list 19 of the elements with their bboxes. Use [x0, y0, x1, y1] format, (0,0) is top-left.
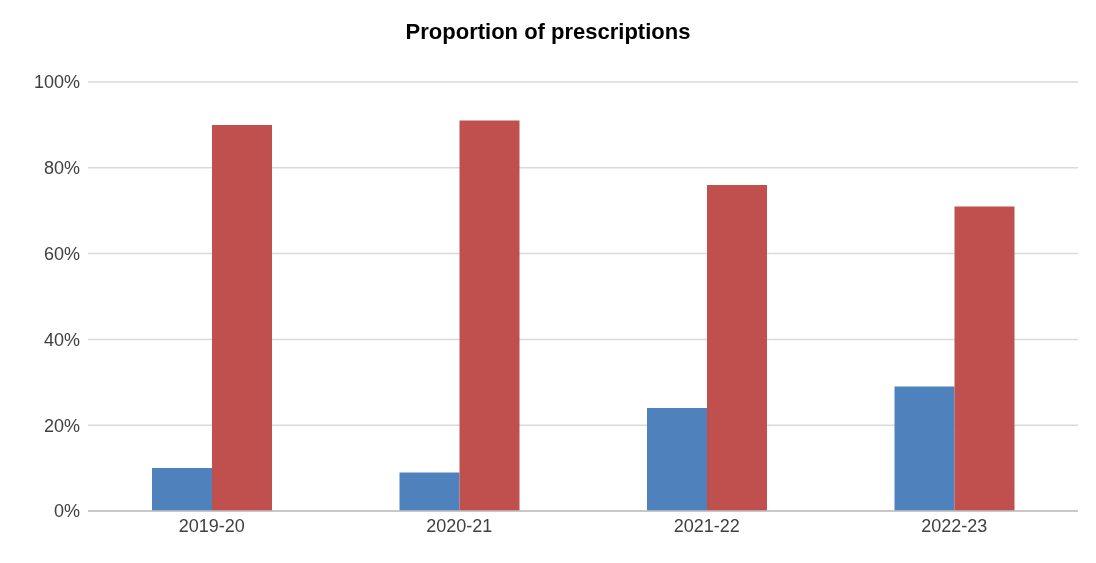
y-tick-label: 0% — [53, 501, 80, 522]
x-tick-label: 2021-22 — [673, 515, 740, 536]
bar — [894, 386, 955, 511]
x-tick-label: 2020-21 — [426, 515, 493, 536]
bar — [212, 124, 272, 511]
bar — [459, 120, 520, 511]
bar — [152, 468, 212, 511]
y-tick-label: 20% — [43, 415, 80, 436]
bar — [954, 206, 1015, 511]
y-tick-label: 80% — [43, 158, 80, 179]
x-tick-label: 2022-23 — [921, 515, 988, 536]
y-tick-label: 100% — [33, 72, 80, 93]
y-tick-label: 60% — [43, 243, 80, 264]
bar — [707, 184, 767, 511]
chart-title: Proportion of prescriptions — [404, 18, 692, 46]
bar — [399, 472, 460, 511]
y-tick-label: 40% — [43, 329, 80, 350]
bar — [647, 408, 707, 511]
x-tick-label: 2019-20 — [178, 515, 245, 536]
